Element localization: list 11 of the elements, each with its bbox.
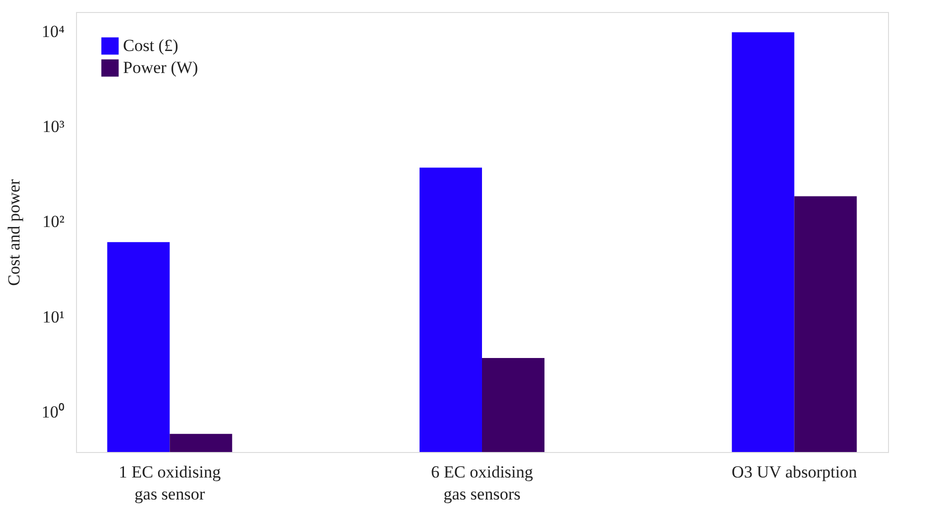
y-tick-label: 10¹ [42,307,64,326]
y-axis-title: Cost and power [4,178,24,286]
y-tick-label: 10² [42,212,64,232]
x-tick-label: 1 EC oxidising gas sensor [118,462,222,504]
x-tick-label: 6 EC oxidising gas sensors [430,462,534,504]
x-tick-label: O3 UV absorption [732,462,858,482]
y-tick-label: 10⁰ [42,402,64,422]
y-tick-label: 10⁴ [42,22,65,41]
y-tick-label: 10³ [42,117,64,136]
legend-label: Cost (£) [123,36,178,55]
legend-label: Power (W) [123,58,198,77]
